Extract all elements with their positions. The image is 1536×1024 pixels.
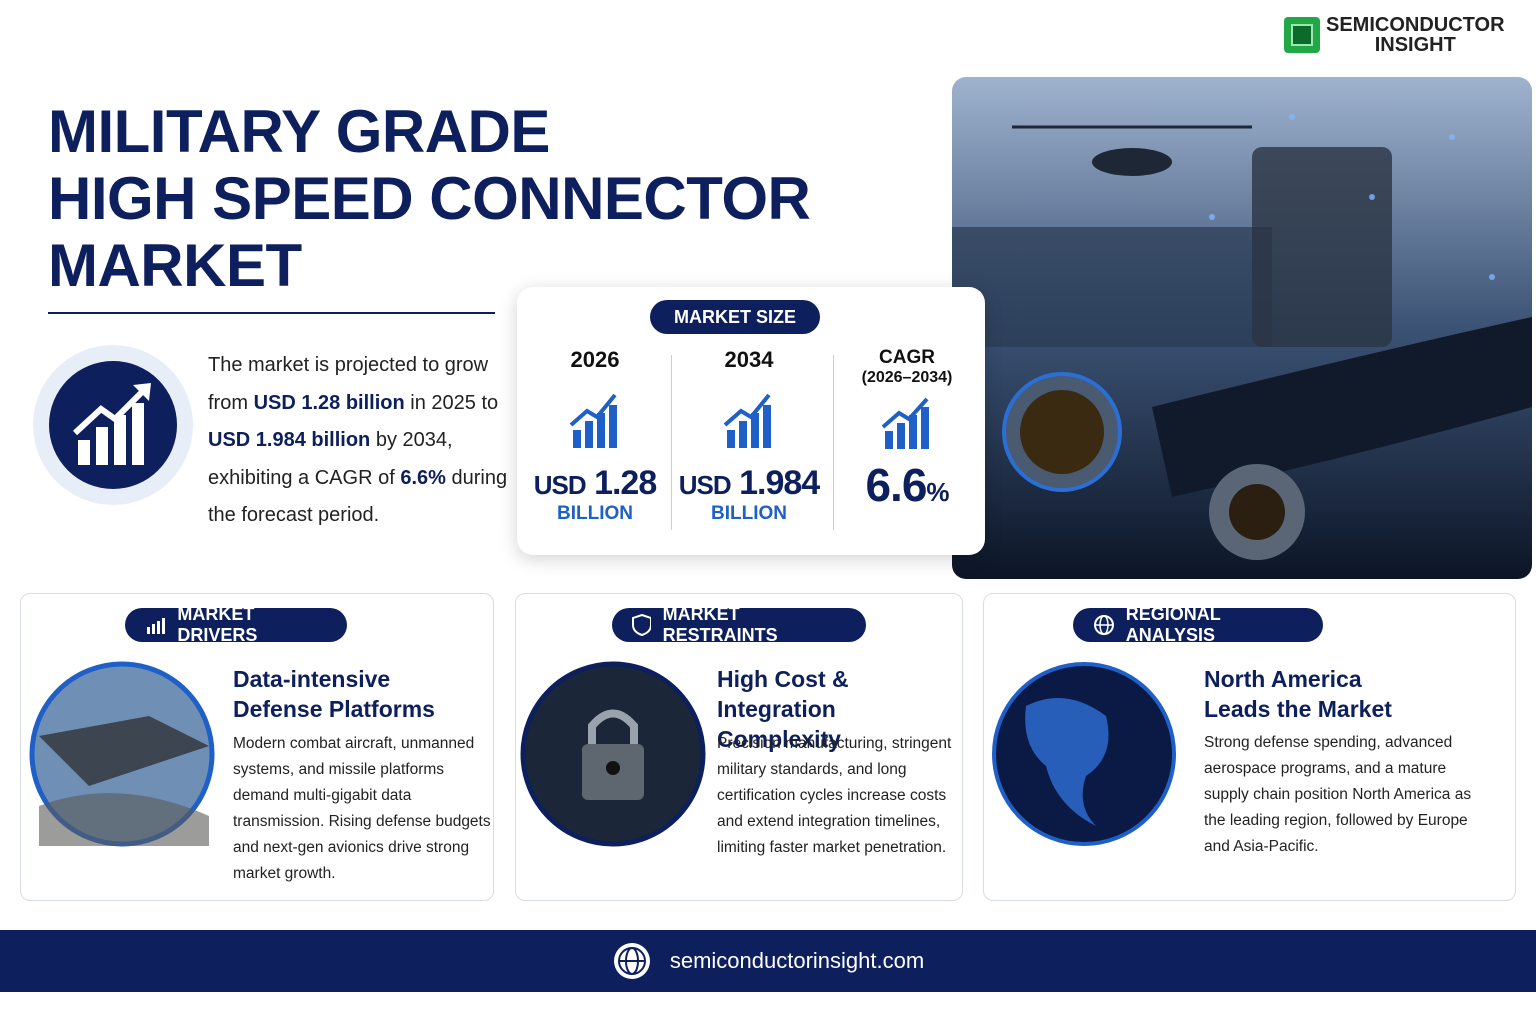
card-title-line: Leads the Market [1204,696,1392,722]
summary-highlight: 6.6% [400,466,446,489]
title-line: HIGH SPEED CONNECTOR [48,165,811,232]
footer-url[interactable]: semiconductorinsight.com [669,948,925,973]
amount: 6.6 [865,459,927,511]
stat-year: 2034 [724,347,774,372]
summary: The market is projected to grow from USD… [208,347,508,535]
stat-year: 2026 [570,347,620,372]
stat: CAGR (2026–2034) 6.6% [829,347,985,512]
title: MILITARY GRADE HIGH SPEED CONNECTOR MARK… [48,98,811,299]
card: REGIONAL ANALYSIS North America Leads the… [983,593,1516,901]
currency: USD [533,470,587,500]
stat-value: 6.6% [829,458,985,512]
divider [833,355,834,530]
summary-highlight: USD 1.28 billion [253,391,405,414]
growth-icon [33,345,193,505]
logo-line: SEMICONDUCTOR [1326,14,1505,36]
hero-image [952,77,1532,579]
divider [48,312,495,314]
card-title-line: North America [1204,666,1362,692]
logo-line: INSIGHT [1374,34,1456,56]
label-icon [632,614,651,636]
stat-unit: BILLION [711,503,787,524]
globe-icon [613,943,650,979]
label-text: MARKET DRIVERS [177,604,258,645]
card-title-line: Integration Complexity [717,696,841,752]
footer: semiconductorinsight.com [0,930,1536,992]
logo: SEMICONDUCTOR INSIGHT [1282,15,1505,55]
summary-highlight: USD 1.984 billion [208,429,371,451]
stat-value: USD 1.984 [671,464,827,503]
card-body: Precision manufacturing, stringent milit… [717,735,952,856]
currency: USD [678,470,732,500]
stat-icon [723,393,771,448]
stat: 2034 USD 1.984 BILLION [671,347,827,525]
market-size-label: MARKET SIZE [650,300,820,334]
hero-graphic [952,77,1532,579]
stat-icon [569,393,617,448]
card-image [520,661,706,847]
label-text: MARKET RESTRAINTS [662,604,778,645]
card-title-line: Data-intensive [233,666,391,692]
amount: 1.28 [594,464,657,502]
market-size-card: MARKET SIZE 2026 USD 1.28 BILLION 2034 U… [517,287,985,555]
summary-text: by 2034, exhibiting a CAGR of [208,429,453,489]
stat-value: USD 1.28 [517,464,673,503]
card-title-line: High Cost & [717,666,849,692]
label-icon [147,618,165,634]
card-label: MARKET DRIVERS [125,604,347,645]
summary-text: in 2025 to [404,391,499,414]
divider [671,355,672,530]
title-line: MILITARY GRADE [48,98,550,165]
card-label: REGIONAL ANALYSIS [1073,604,1323,645]
card-title-line: Defense Platforms [233,696,435,722]
card-body: Strong defense spending, advanced aerosp… [1204,734,1472,855]
amount: 1.984 [739,464,820,502]
unit: % [926,477,949,507]
card-image [992,662,1176,846]
card-image [29,661,215,847]
stat-icon [881,397,929,449]
card-label: MARKET RESTRAINTS [612,604,866,645]
card-body: Modern combat aircraft, unmanned systems… [233,735,491,882]
logo-icon [1284,17,1320,53]
label-text: REGIONAL ANALYSIS [1125,604,1221,645]
label-icon [1094,615,1114,635]
card: MARKET DRIVERS Data-intensive Defense Pla… [20,593,494,901]
stat: 2026 USD 1.28 BILLION [517,347,673,525]
stat-subheading: (2026–2034) [861,369,953,386]
stat-heading: CAGR [879,347,935,368]
card-title: North America Leads the Market [1204,664,1392,724]
card-title: Data-intensive Defense Platforms [233,664,435,724]
summary-text: during the forecast period. [208,466,508,527]
card-title: High Cost & Integration Complexity [717,664,962,754]
title-line: MARKET [48,232,302,299]
stat-unit: BILLION [557,503,633,524]
summary-text: The market is projected to grow from [208,354,489,414]
card: MARKET RESTRAINTS High Cost & Integration… [515,593,963,901]
